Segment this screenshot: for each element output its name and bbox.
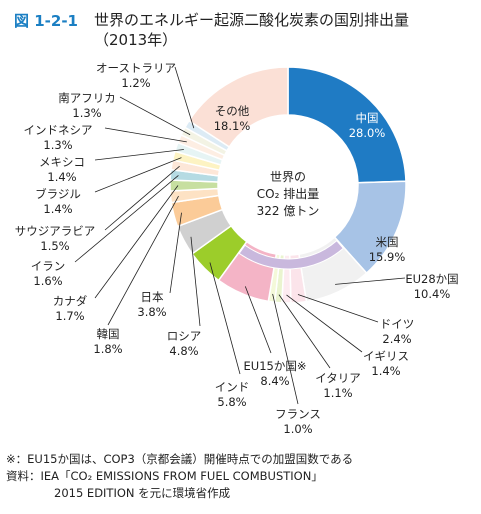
slice-value-1: 28.0%: [349, 126, 386, 140]
leader-line-10: [190, 236, 201, 327]
leader-line-5: [286, 294, 363, 353]
leader-line-13: [94, 185, 179, 299]
leader-line-12: [107, 195, 179, 326]
slice-value-20: 1.2%: [121, 76, 150, 90]
slice-label-1: 中国: [356, 111, 379, 125]
center-label: 世界の CO₂ 排出量 322 億トン: [257, 170, 320, 218]
center-label-line3: 322 億トン: [257, 204, 320, 218]
donut-chart: 中国28.0%米国15.9%EU28か国10.4%ドイツ2.4%イギリス1.4%…: [15, 61, 459, 436]
slice-value-15: 1.5%: [40, 239, 69, 253]
leader-line-3: [335, 277, 406, 285]
slice-label-16: ブラジル: [35, 187, 81, 201]
source-line2: 2015 EDITION を元に環境省作成: [54, 486, 231, 500]
center-label-line1: 世界の: [270, 170, 306, 184]
slice-value-4: 2.4%: [382, 332, 411, 346]
slice-label-3: EU28か国: [405, 272, 458, 286]
leader-line-16: [94, 157, 182, 193]
eu28-inner-ring: [238, 240, 344, 270]
center-label-line2: CO₂ 排出量: [257, 187, 319, 201]
leader-line-20: [174, 66, 195, 129]
leader-line-4: [297, 294, 379, 323]
slice-label-2: 米国: [376, 235, 399, 249]
leader-line-7: [272, 293, 299, 405]
figure-number: 図 1-2-1: [14, 12, 78, 30]
slice-label-13: カナダ: [53, 294, 88, 308]
chart-title: 世界のエネルギー起源二酸化炭素の国別排出量 （2013年）: [94, 10, 464, 50]
source-line1: 資料：IEA「CO₂ EMISSIONS FROM FUEL COMBUSTIO…: [6, 469, 323, 483]
slice-label-17: メキシコ: [39, 155, 85, 169]
slice-label-9: インド: [215, 380, 250, 394]
slice-label-5: イギリス: [363, 349, 409, 363]
leader-line-11: [169, 212, 182, 294]
leader-lines: [74, 66, 406, 405]
leader-line-15: [104, 165, 180, 231]
slice-value-9: 5.8%: [217, 395, 246, 409]
slice-21: [187, 66, 289, 148]
slice-value-16: 1.4%: [43, 202, 72, 216]
slice-label-20: オーストラリア: [96, 61, 176, 75]
slice-value-18: 1.3%: [43, 138, 72, 152]
figure-label: 図 1-2-1: [14, 10, 78, 31]
slices-group: [169, 66, 407, 304]
leader-line-14: [74, 175, 179, 263]
slice-label-11: 日本: [141, 290, 164, 304]
leader-line-19: [119, 96, 191, 136]
slice-value-10: 4.8%: [169, 344, 198, 358]
slice-value-3: 10.4%: [414, 287, 451, 301]
slice-value-21: 18.1%: [214, 119, 251, 133]
leader-line-17: [94, 149, 184, 161]
eu28-ring-arc: [238, 240, 344, 270]
slice-label-19: 南アフリカ: [58, 91, 116, 105]
slice-value-7: 1.0%: [283, 422, 312, 436]
leader-line-6: [278, 294, 331, 369]
leader-line-8: [244, 286, 272, 354]
slice-value-8: 8.4%: [260, 374, 289, 388]
slice-value-5: 1.4%: [371, 364, 400, 378]
slice-label-12: 韓国: [97, 327, 120, 341]
leader-line-9: [209, 262, 241, 375]
slice-label-21: その他: [215, 104, 250, 118]
slice-label-18: インドネシア: [24, 123, 93, 137]
slice-value-13: 1.7%: [55, 309, 84, 323]
footnote-eu15: ※：EU15か国は、COP3（京都会議）開催時点での加盟国数である: [6, 452, 354, 466]
slice-value-12: 1.8%: [93, 342, 122, 356]
slice-labels: 中国28.0%米国15.9%EU28か国10.4%ドイツ2.4%イギリス1.4%…: [15, 61, 459, 436]
slice-value-14: 1.6%: [33, 274, 62, 288]
chart-title-line2: （2013年）: [94, 31, 178, 49]
slice-value-17: 1.4%: [47, 170, 76, 184]
slice-label-15: サウジアラビア: [15, 224, 96, 238]
chart-title-line1: 世界のエネルギー起源二酸化炭素の国別排出量: [94, 11, 410, 29]
slice-value-6: 1.1%: [323, 386, 352, 400]
slice-1: [287, 66, 407, 184]
slice-label-7: フランス: [275, 407, 321, 421]
slice-value-19: 1.3%: [72, 106, 101, 120]
footnotes: ※：EU15か国は、COP3（京都会議）開催時点での加盟国数である 資料：IEA…: [6, 451, 476, 502]
slice-label-14: イラン: [31, 259, 66, 273]
slice-label-4: ドイツ: [380, 317, 415, 331]
slice-label-10: ロシア: [167, 329, 202, 343]
slice-value-11: 3.8%: [137, 305, 166, 319]
leader-line-18: [104, 127, 187, 143]
slice-label-6: イタリア: [315, 371, 361, 385]
slice-label-8: EU15か国※: [244, 359, 307, 373]
slice-value-2: 15.9%: [369, 250, 406, 264]
